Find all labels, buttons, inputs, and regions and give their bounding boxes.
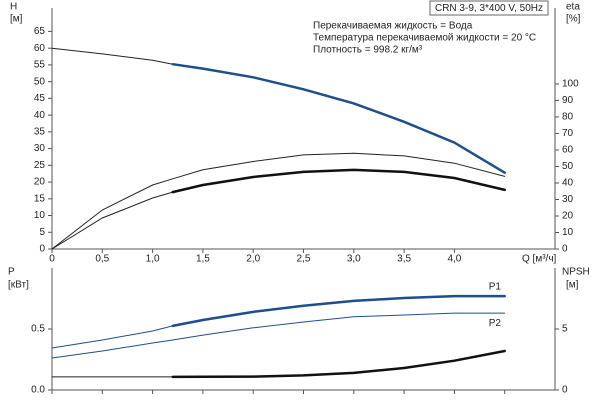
y-tick-label: 0.5	[31, 324, 45, 335]
annotation: Температура перекачиваемой жидкости = 20…	[313, 33, 536, 44]
y-tick-label: 5	[39, 227, 45, 238]
y2-tick-label: 40	[562, 178, 574, 189]
x-tick-label: 0,5	[95, 254, 109, 265]
header-text: CRN 3-9, 3*400 V, 50Hz	[435, 3, 543, 14]
x-tick-label: 1,0	[146, 254, 160, 265]
y-tick-label: 45	[34, 93, 46, 104]
y2-tick-label: 60	[562, 145, 574, 156]
curve	[51, 325, 174, 349]
y-tick-label: 50	[34, 76, 46, 87]
y-axis-label: P	[8, 267, 15, 278]
curve	[51, 152, 506, 250]
header-box	[429, 0, 549, 16]
y2-axis-unit: [м]	[566, 280, 579, 291]
y-axis-unit: [кВт]	[8, 280, 29, 291]
x-axis-label: Q [м³/ч]	[522, 254, 557, 265]
y2-tick-label: 0	[562, 385, 568, 396]
y2-tick-label: 5	[562, 324, 568, 335]
y-axis-unit: [м]	[10, 14, 23, 25]
y-tick-label: 35	[34, 126, 46, 137]
curve	[171, 62, 506, 174]
curve-label: P2	[489, 318, 502, 329]
y-tick-label: 65	[34, 26, 46, 37]
y-tick-label: 0.0	[31, 385, 45, 396]
x-tick-label: 1,5	[196, 254, 210, 265]
y-tick-label: 30	[34, 143, 46, 154]
y-tick-label: 0	[39, 244, 45, 255]
y-tick-label: 20	[34, 177, 46, 188]
annotation: Перекачиваемая жидкость = Вода	[313, 21, 473, 32]
x-tick-label: 3,0	[347, 254, 361, 265]
curve	[51, 47, 174, 65]
y2-axis-label: eta	[566, 2, 580, 13]
y2-axis-label: NPSH	[562, 267, 590, 278]
curve-label: P1	[489, 282, 502, 293]
y2-tick-label: 0	[562, 244, 568, 255]
x-tick-label: 2,0	[246, 254, 260, 265]
y2-tick-label: 30	[562, 194, 574, 205]
curve	[171, 349, 506, 379]
y-tick-label: 15	[34, 193, 46, 204]
curve	[51, 191, 174, 250]
curve	[171, 168, 506, 194]
y-tick-label: 10	[34, 210, 46, 221]
x-tick-label: 0	[49, 254, 55, 265]
x-tick-label: 2,5	[297, 254, 311, 265]
y2-tick-label: 100	[562, 79, 579, 90]
curve	[51, 312, 506, 359]
y-tick-label: 40	[34, 110, 46, 121]
y2-tick-label: 10	[562, 227, 574, 238]
curve	[171, 294, 506, 328]
y2-tick-label: 90	[562, 95, 574, 106]
y2-tick-label: 80	[562, 112, 574, 123]
y2-tick-label: 20	[562, 211, 574, 222]
x-tick-label: 3,5	[397, 254, 411, 265]
y2-tick-label: 50	[562, 161, 574, 172]
y2-axis-unit: [%]	[566, 14, 581, 25]
x-tick-label: 4,0	[447, 254, 461, 265]
annotation: Плотность = 998.2 кг/м³	[313, 45, 423, 56]
y2-tick-label: 70	[562, 128, 574, 139]
y-tick-label: 25	[34, 160, 46, 171]
y-tick-label: 55	[34, 60, 46, 71]
y-axis-label: H	[10, 2, 17, 13]
y-tick-label: 60	[34, 43, 46, 54]
